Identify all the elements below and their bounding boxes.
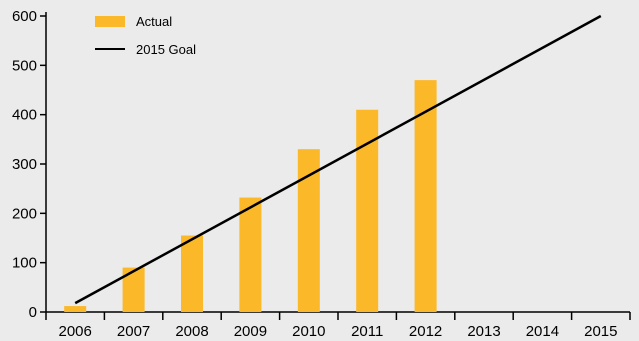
goal-line-2015-goal bbox=[74, 14, 602, 305]
y-tick-label-0: 0 bbox=[29, 304, 37, 321]
bar-actual-2008 bbox=[181, 235, 203, 312]
y-tick-label-600: 600 bbox=[12, 8, 37, 25]
y-tick-label-100: 100 bbox=[12, 255, 37, 272]
legend-swatch-actual bbox=[95, 16, 125, 27]
legend-label-actual: Actual bbox=[136, 14, 172, 29]
bar-actual-2009 bbox=[239, 197, 262, 312]
x-tick-label-2006: 2006 bbox=[59, 323, 92, 340]
bar-actual-2006 bbox=[64, 306, 87, 312]
x-tick-label-2009: 2009 bbox=[234, 323, 267, 340]
legend: Actual 2015 Goal bbox=[95, 14, 196, 57]
x-tick-label-2007: 2007 bbox=[117, 323, 150, 340]
x-tick-label-2010: 2010 bbox=[292, 323, 325, 340]
goal-line-series bbox=[74, 14, 602, 305]
y-tick-label-500: 500 bbox=[12, 57, 37, 74]
legend-label-goal: 2015 Goal bbox=[136, 42, 196, 57]
y-tick-label-200: 200 bbox=[12, 205, 37, 222]
x-tick-label-2011: 2011 bbox=[351, 323, 383, 340]
x-tick-label-2013: 2013 bbox=[467, 323, 500, 340]
y-tick-label-300: 300 bbox=[12, 156, 37, 173]
x-axis: 2006 2007 2008 2009 2010 2011 2012 2013 2014 2015 bbox=[45, 311, 631, 340]
x-tick-label-2012: 2012 bbox=[409, 323, 442, 340]
y-tick-label-400: 400 bbox=[12, 107, 37, 124]
x-tick-label-2014: 2014 bbox=[526, 323, 559, 340]
x-tick-label-2008: 2008 bbox=[175, 323, 208, 340]
bar-actual-2010 bbox=[297, 149, 320, 312]
bar-actual-2012 bbox=[414, 80, 437, 312]
bar-actual-2007 bbox=[122, 267, 145, 312]
actual-bars bbox=[64, 80, 437, 312]
y-axis: 0 100 200 300 400 500 600 bbox=[12, 8, 47, 321]
x-tick-label-2015: 2015 bbox=[584, 323, 617, 340]
bar-actual-2011 bbox=[356, 109, 379, 312]
